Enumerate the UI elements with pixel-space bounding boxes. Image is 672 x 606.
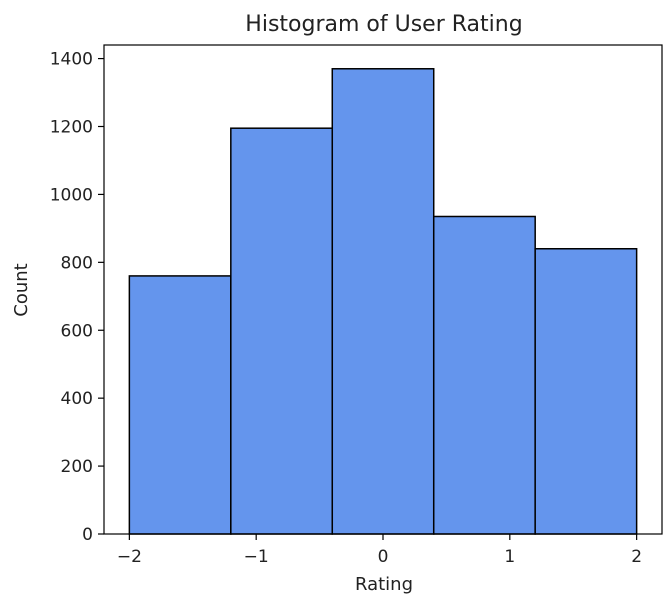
x-tick-label: 1 (504, 547, 515, 567)
y-tick-label: 200 (61, 457, 93, 477)
y-tick-label: 1000 (50, 185, 93, 205)
histogram-bar-2 (331, 68, 435, 535)
x-axis-label: Rating (355, 574, 413, 595)
y-tick-label: 800 (61, 253, 93, 273)
histogram-bar-0 (128, 275, 232, 535)
chart-title: Histogram of User Rating (245, 12, 522, 37)
x-tick-label: 2 (631, 547, 642, 567)
y-tick-label: 400 (61, 389, 93, 409)
y-axis-ticks: 0 200 400 600 800 1000 1200 1400 (50, 50, 104, 545)
x-tick-label: −2 (117, 547, 142, 567)
x-tick-label: −1 (244, 547, 269, 567)
y-tick-label: 0 (82, 525, 93, 545)
y-tick-label: 1400 (50, 50, 93, 70)
x-axis-ticks: −2 −1 0 1 2 (117, 534, 642, 567)
bars-group (128, 68, 638, 535)
y-axis-label: Count (11, 263, 32, 316)
histogram-bar-4 (534, 248, 638, 535)
histogram-bar-1 (230, 127, 334, 535)
x-tick-label: 0 (378, 547, 389, 567)
y-tick-label: 1200 (50, 118, 93, 138)
y-tick-label: 600 (61, 321, 93, 341)
histogram-bar-3 (432, 215, 536, 535)
